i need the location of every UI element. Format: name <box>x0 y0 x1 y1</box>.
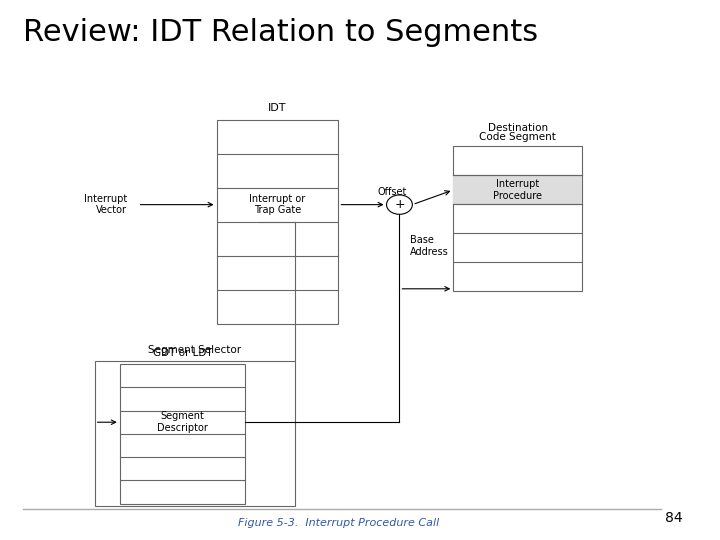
Text: IDT: IDT <box>269 103 287 113</box>
Bar <box>94 361 295 507</box>
Text: 84: 84 <box>665 511 683 525</box>
Text: GDT or LDT: GDT or LDT <box>153 348 212 357</box>
Text: Segment Selector: Segment Selector <box>148 345 242 355</box>
Text: +: + <box>394 198 405 211</box>
Bar <box>217 119 338 323</box>
Text: Interrupt
Vector: Interrupt Vector <box>84 194 127 215</box>
Text: Interrupt or
Trap Gate: Interrupt or Trap Gate <box>249 194 306 215</box>
Text: Code Segment: Code Segment <box>480 132 557 142</box>
Bar <box>453 176 582 205</box>
Text: Destination: Destination <box>487 123 548 133</box>
Bar <box>453 146 582 292</box>
Text: Interrupt
Procedure: Interrupt Procedure <box>493 179 542 201</box>
Bar <box>120 364 246 504</box>
Text: Segment
Descriptor: Segment Descriptor <box>157 411 208 433</box>
Text: Offset: Offset <box>378 187 408 197</box>
Text: Base
Address: Base Address <box>410 235 449 257</box>
Text: Figure 5-3.  Interrupt Procedure Call: Figure 5-3. Interrupt Procedure Call <box>238 518 439 528</box>
Text: Review: IDT Relation to Segments: Review: IDT Relation to Segments <box>23 17 538 46</box>
